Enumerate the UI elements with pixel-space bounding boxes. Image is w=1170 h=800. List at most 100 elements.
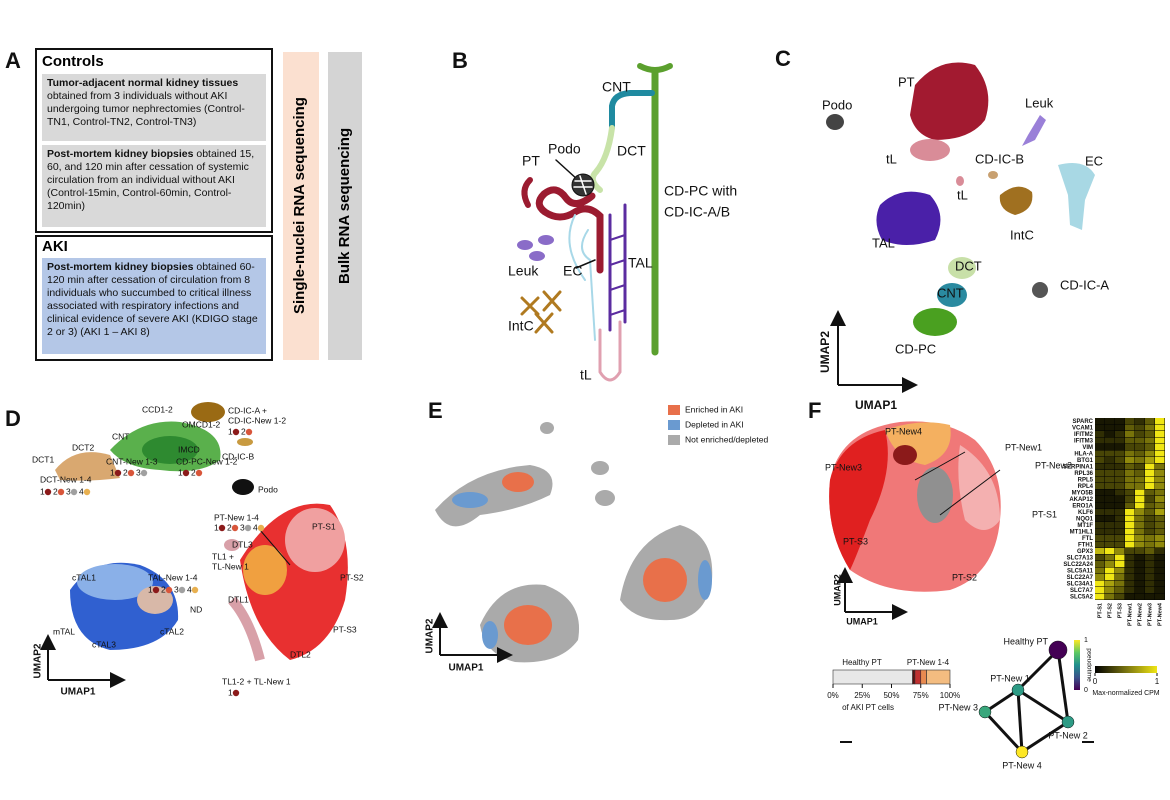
heatmap-cell <box>1135 567 1145 574</box>
heatmap-cell <box>1155 528 1165 535</box>
cluster-label: PT-New1 <box>1005 442 1042 452</box>
controls-box-2: Post-mortem kidney biopsies obtained 15,… <box>42 145 266 227</box>
cluster-label: PT-New4 <box>885 426 922 436</box>
heatmap-cell <box>1125 496 1135 502</box>
bar-segment <box>926 669 951 685</box>
heatmap-cell <box>1095 437 1105 444</box>
gene-label: SPARC <box>1072 419 1093 425</box>
heatmap-cell <box>1105 554 1115 561</box>
heatmap-cell <box>1125 561 1135 567</box>
heatmap-cell <box>1155 470 1165 476</box>
heatmap-cell <box>1105 502 1115 509</box>
heatmap-cell <box>1145 496 1155 502</box>
colorbar-tick-label: 1 <box>1155 677 1160 686</box>
heatmap-cell <box>1125 450 1135 457</box>
heatmap-cell <box>1105 528 1115 535</box>
heatmap-cell <box>1095 470 1105 476</box>
heatmap-cell <box>1115 502 1125 509</box>
heatmap-cell <box>1155 593 1165 600</box>
panel-letter: F <box>808 398 821 423</box>
heatmap-cell <box>1145 535 1155 541</box>
bar-segment <box>832 669 913 685</box>
box-text: obtained 15, 60, and 120 min after cessa… <box>47 148 255 212</box>
cluster-label: CD-IC-New 1-2 <box>228 415 286 425</box>
gene-label: GPX3 <box>1077 549 1094 555</box>
column-label: PT-New3 <box>1147 603 1153 626</box>
heatmap-cell <box>1135 431 1145 437</box>
heatmap-cell <box>1145 541 1155 548</box>
heatmap-cell <box>1105 587 1115 593</box>
cluster-label: TL1-2 + TL-New 1 <box>222 676 291 686</box>
heatmap-cell <box>1095 535 1105 541</box>
heatmap-cell <box>1125 424 1135 431</box>
structure-label: TAL <box>628 255 653 271</box>
gene-label: SLC5A2 <box>1070 594 1094 600</box>
heatmap-cell <box>1145 528 1155 535</box>
heatmap-cell <box>1155 463 1165 470</box>
structure-label: Leuk <box>508 263 539 279</box>
cluster-label: DTL2 <box>290 649 311 659</box>
column-label: PT-S2 <box>1107 603 1113 618</box>
gene-label: AKAP12 <box>1069 497 1093 503</box>
marker-dot <box>140 469 148 477</box>
controls-box-1: Tumor-adjacent normal kidney tissues obta… <box>42 74 266 141</box>
heatmap-cell <box>1145 561 1155 567</box>
heatmap-cell <box>1105 561 1115 567</box>
heatmap-cell <box>1115 554 1125 561</box>
cluster-label: DTL3 <box>232 539 253 549</box>
heatmap-cell <box>1145 587 1155 593</box>
heatmap-cell <box>1105 535 1115 541</box>
heatmap-cell <box>1155 489 1165 496</box>
heatmap-cell <box>1115 463 1125 470</box>
column-label: PT-S3 <box>1117 603 1123 618</box>
heatmap-cell <box>1125 587 1135 593</box>
marker-dot <box>83 488 91 496</box>
controls-title: Controls <box>42 53 104 70</box>
heatmap-cell <box>1155 444 1165 450</box>
gene-label: NQO1 <box>1076 516 1094 522</box>
colorbar-label: pseudotime <box>1085 648 1092 682</box>
axis-label: UMAP1 <box>855 398 897 412</box>
aki-frame <box>35 235 273 361</box>
heatmap-cell <box>1145 502 1155 509</box>
heatmap-cell <box>1155 567 1165 574</box>
node-label: PT-New 2 <box>1048 730 1088 740</box>
heatmap-cell <box>1125 502 1135 509</box>
heatmap-cell <box>1105 450 1115 457</box>
heatmap-cell <box>1095 561 1105 567</box>
heatmap-cell <box>1115 593 1125 600</box>
heatmap-cell <box>1155 548 1165 554</box>
network-node <box>1048 640 1068 660</box>
heatmap-cell <box>1105 483 1115 489</box>
cluster-label: TL1 + <box>212 551 234 561</box>
cluster-label: ND <box>190 604 202 614</box>
heatmap-cell <box>1155 580 1165 587</box>
network-node <box>1011 683 1025 697</box>
heatmap-cell <box>1155 502 1165 509</box>
legend-label: Depleted in AKI <box>685 419 744 429</box>
cluster-label: CD-IC-A + <box>228 405 267 415</box>
colorbar-label: Max-normalized CPM <box>1092 690 1159 697</box>
heatmap-cell <box>1155 554 1165 561</box>
heatmap-cell <box>1145 437 1155 444</box>
heatmap-cell <box>1105 444 1115 450</box>
structure-label: IntC <box>508 318 534 334</box>
heatmap-cell <box>1135 587 1145 593</box>
cluster-label: PT-S2 <box>952 572 977 582</box>
heatmap-cell <box>1125 470 1135 476</box>
heatmap-cell <box>1095 548 1105 554</box>
heatmap-cell <box>1115 457 1125 463</box>
cluster-label: PT-S3 <box>333 624 357 634</box>
heatmap-cell <box>1115 548 1125 554</box>
structure-label: CD-IC-A/B <box>664 204 730 220</box>
panel-letter: B <box>452 48 468 73</box>
marker-digit: 1 <box>40 486 45 496</box>
cluster-label: DCT-New 1-4 <box>40 474 92 484</box>
heatmap-cell <box>1155 424 1165 431</box>
cluster-label: IMCD <box>178 444 200 454</box>
heatmap-cell <box>1155 587 1165 593</box>
heatmap-cell <box>1125 437 1135 444</box>
heatmap-cell <box>1125 574 1135 580</box>
heatmap-cell <box>1155 476 1165 483</box>
marker-digit: 2 <box>53 486 58 496</box>
